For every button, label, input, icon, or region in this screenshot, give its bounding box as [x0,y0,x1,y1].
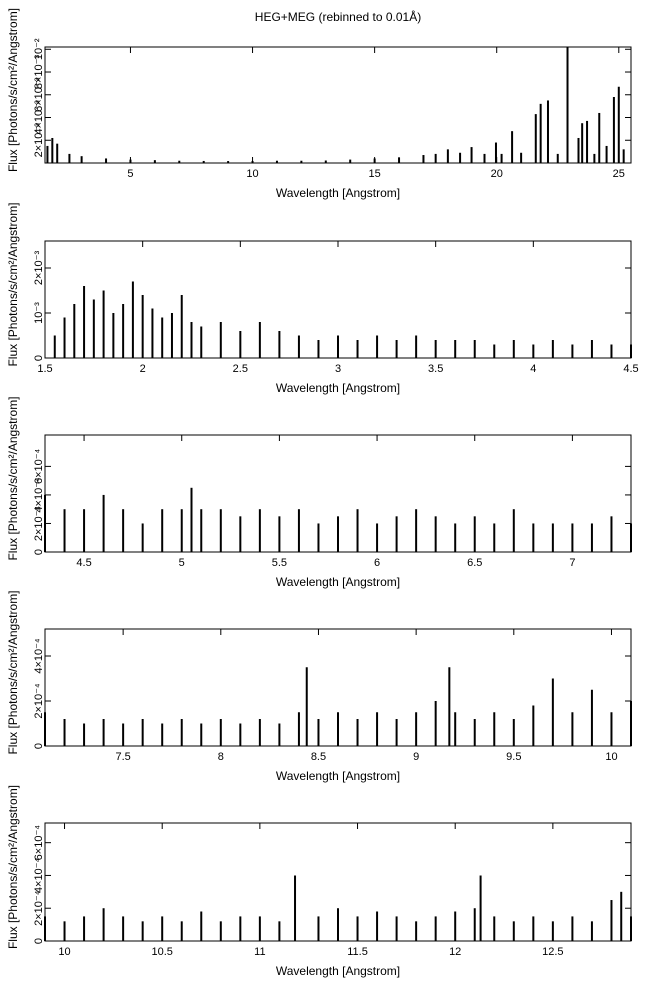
x-axis-label: Wavelength [Angstrom] [276,186,400,200]
x-tick-label: 5.5 [272,557,287,569]
x-tick-label: 12 [449,946,461,958]
x-tick-label: 10 [58,946,70,958]
panel-3: 4.5 5 5.5 6 6.5 7 0 2×10⁻⁴4×10⁻⁴6×10⁻⁴ Wavelengt… [6,396,632,589]
panels: 5 10 15 20 252×10⁻³4×10⁻³6×10⁻³8×10⁻³10⁻²Wav… [6,8,639,978]
x-tick-label: 3.5 [428,363,443,375]
x-tick-label: 7.5 [115,751,130,763]
x-tick-label: 10 [246,168,258,180]
y-axis-label: Flux [Photons/s/cm²/Angstrom] [6,202,20,366]
x-tick-label: 20 [491,168,503,180]
x-tick-label: 2.5 [233,363,248,375]
y-tick-label: 2×10⁻³ [33,251,45,286]
y-axis-label: Flux [Photons/s/cm²/Angstrom] [6,8,20,172]
x-tick-label: 25 [613,168,625,180]
x-axis-label: Wavelength [Angstrom] [276,381,400,395]
x-tick-label: 15 [369,168,381,180]
y-tick-label: 6×10⁻⁴ [33,825,45,861]
x-tick-label: 5 [127,168,133,180]
y-axis-label: Flux [Photons/s/cm²/Angstrom] [6,590,20,754]
y-tick-label: 0 [33,355,45,361]
x-tick-label: 11.5 [347,946,368,958]
y-tick-label: 0 [33,938,45,944]
panel-5: 10 10.5 11 11.5 12 12.5 0 2×10⁻⁴4×10⁻⁴6×10⁻⁴ Wav… [6,785,632,978]
y-tick-label: 2×10⁻⁴ [33,506,45,542]
x-tick-label: 10 [605,751,617,763]
panel-2: 1.5 2 2.5 3 3.5 4 4.5 0 10⁻³ 2×10⁻³ Wavelength [An… [6,202,639,395]
y-tick-label: 6×10⁻⁴ [33,448,45,484]
x-tick-label: 4 [530,363,536,375]
y-tick-label: 4×10⁻³ [33,100,45,135]
y-tick-label: 4×10⁻⁴ [33,858,45,894]
y-tick-label: 10⁻² [33,38,45,60]
panel-4: 7.5 8 8.5 9 9.5 10 0 2×10⁻⁴ 4×10⁻⁴ Wavelength [An… [6,590,632,783]
x-tick-label: 8.5 [311,751,326,763]
x-tick-label: 11 [254,946,265,958]
x-tick-label: 6.5 [467,557,482,569]
plot-frame [44,46,632,164]
x-tick-label: 8 [218,751,224,763]
y-tick-label: 4×10⁻⁴ [33,638,45,674]
x-tick-label: 7 [569,557,575,569]
x-axis-label: Wavelength [Angstrom] [276,964,400,978]
x-tick-label: 2 [140,363,146,375]
y-tick-label: 2×10⁻⁴ [33,890,45,926]
y-axis-label: Flux [Photons/s/cm²/Angstrom] [6,785,20,949]
x-tick-label: 9 [413,751,419,763]
y-tick-label: 10⁻³ [33,302,45,324]
figure-title: HEG+MEG (rebinned to 0.01Å) [255,9,421,24]
x-axis-label: Wavelength [Angstrom] [276,575,400,589]
y-tick-label: 2×10⁻³ [33,123,45,158]
x-axis-label: Wavelength [Angstrom] [276,769,400,783]
x-tick-label: 6 [374,557,380,569]
y-tick-label: 4×10⁻⁴ [33,477,45,513]
x-tick-label: 9.5 [506,751,521,763]
x-tick-label: 1.5 [37,363,52,375]
panel-1: 5 10 15 20 25 2×10⁻³4×10⁻³6×10⁻³8×10⁻³10⁻² Wav… [6,8,632,200]
x-tick-label: 10.5 [151,946,172,958]
y-tick-label: 6×10⁻³ [33,77,45,112]
x-tick-label: 4.5 [76,557,91,569]
x-tick-label: 12.5 [542,946,563,958]
y-tick-label: 2×10⁻⁴ [33,683,45,719]
y-tick-label: 0 [33,549,45,555]
x-tick-label: 5 [179,557,185,569]
y-tick-label: 8×10⁻³ [33,55,45,90]
x-tick-label: 3 [335,363,341,375]
x-tick-label: 4.5 [623,363,638,375]
y-tick-label: 0 [33,743,45,749]
y-axis-label: Flux [Photons/s/cm²/Angstrom] [6,396,20,560]
